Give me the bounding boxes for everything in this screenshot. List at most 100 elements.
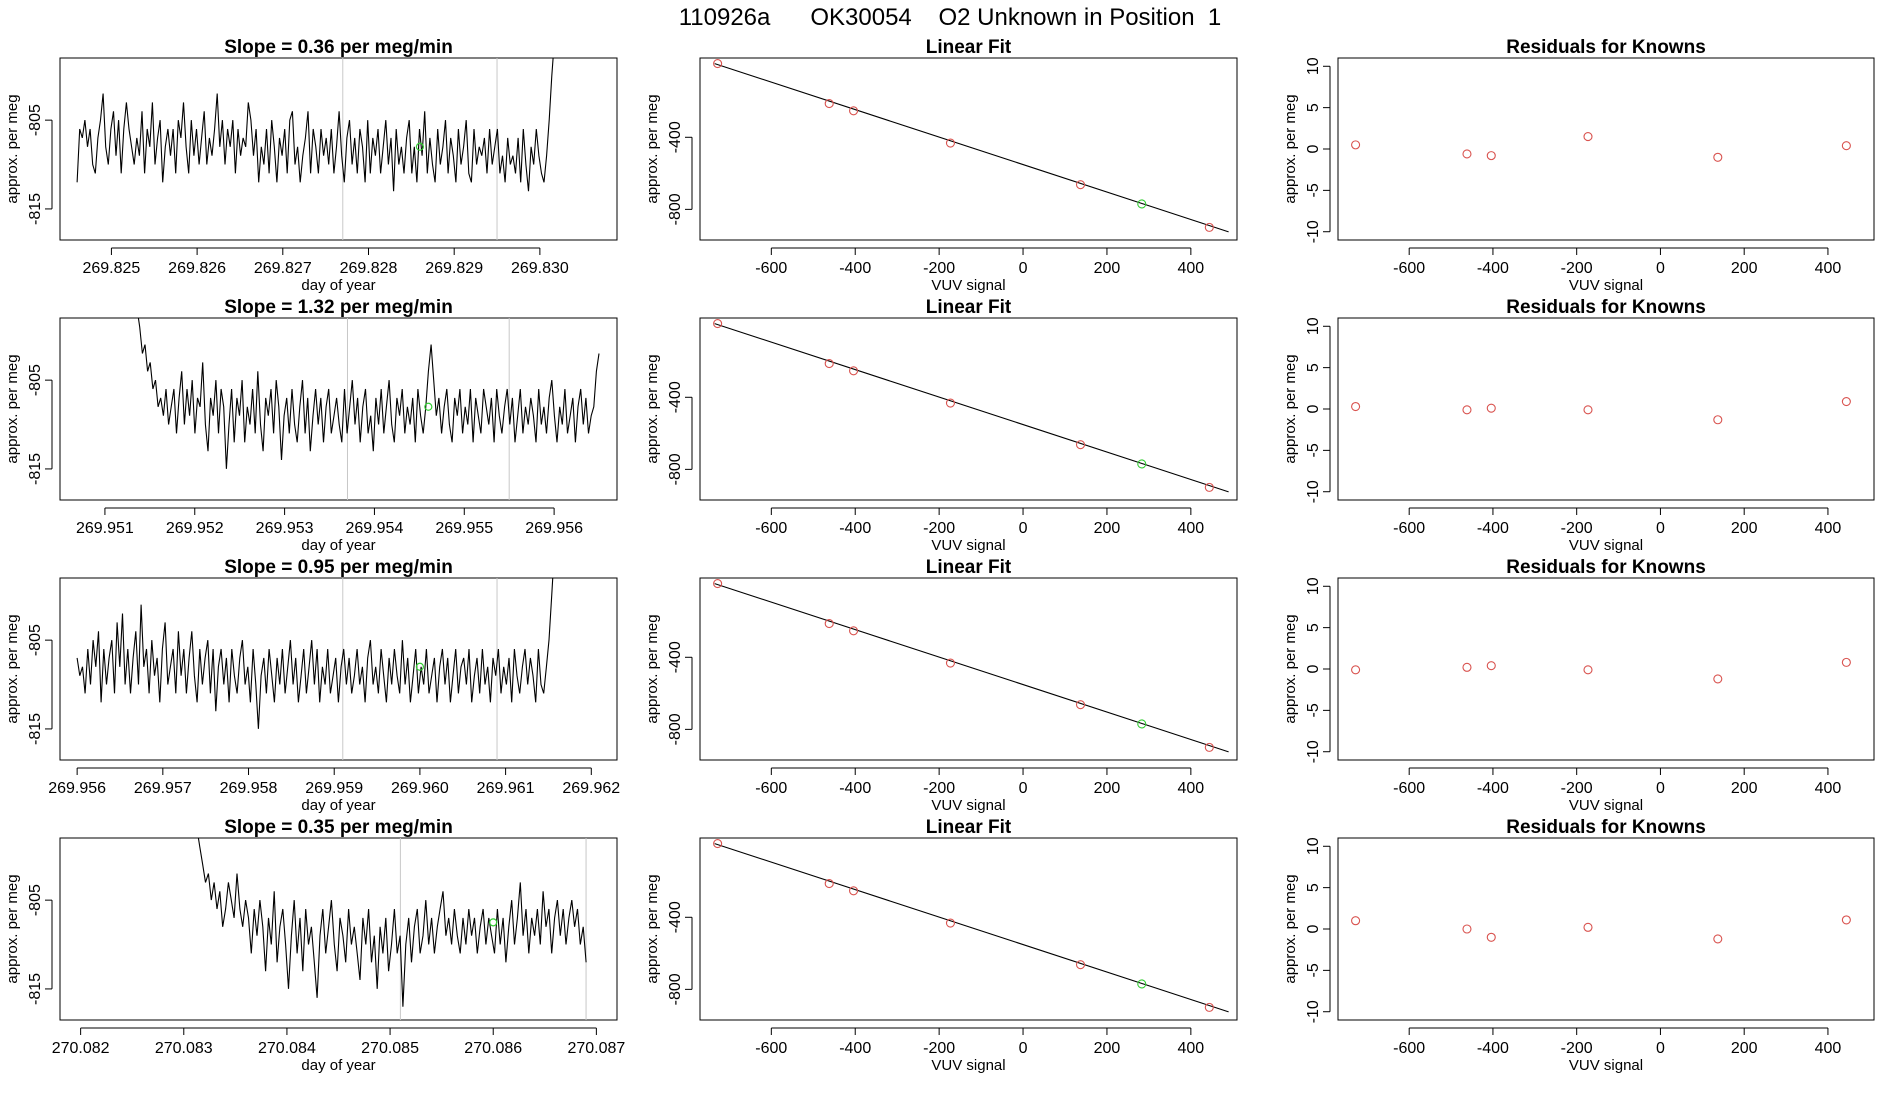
x-tick-label: 269.951 bbox=[76, 520, 134, 537]
known-point bbox=[713, 579, 723, 589]
y-axis: -805 -815 bbox=[27, 624, 53, 745]
x-tick-label: -600 bbox=[1393, 520, 1425, 537]
plot-area bbox=[713, 839, 1229, 1013]
x-axis: -600 -400 -200 0 200 400 bbox=[755, 247, 1205, 277]
known-point bbox=[1204, 222, 1214, 232]
x-tick-label: 400 bbox=[1815, 520, 1842, 537]
figure-title: 110926a OK30054 O2 Unknown in Position 1 bbox=[678, 4, 1222, 31]
x-tick-label: -200 bbox=[923, 1040, 955, 1057]
y-tick-label: -800 bbox=[667, 973, 684, 1005]
x-axis: -600 -400 -200 0 200 400 bbox=[1393, 767, 1842, 797]
x-tick-label: 269.829 bbox=[425, 260, 483, 277]
plot-area bbox=[76, 58, 554, 240]
known-point bbox=[1204, 1002, 1214, 1012]
known-point bbox=[945, 138, 956, 148]
x-tick-label: 200 bbox=[1094, 1040, 1121, 1057]
x-tick-label: -400 bbox=[1477, 780, 1509, 797]
x-axis: -600 -400 -200 0 200 400 bbox=[1393, 507, 1842, 537]
y-tick-label: -5 bbox=[1305, 963, 1322, 977]
x-axis-label: day of year bbox=[301, 1057, 375, 1074]
x-tick-label: 269.960 bbox=[391, 780, 449, 797]
x-tick-label: 400 bbox=[1815, 780, 1842, 797]
fit-line bbox=[714, 63, 1229, 233]
x-axis-label: day of year bbox=[301, 537, 375, 554]
y-tick-label: -815 bbox=[27, 453, 44, 485]
y-axis: 10 5 0 -5 -10 bbox=[1305, 577, 1331, 763]
plot-area bbox=[197, 838, 587, 1020]
x-tick-label: 400 bbox=[1178, 260, 1205, 277]
x-tick-label: -600 bbox=[755, 520, 787, 537]
x-tick-label: 200 bbox=[1731, 520, 1758, 537]
known-point bbox=[1462, 662, 1472, 672]
y-axis-label: approx. per meg bbox=[4, 874, 21, 983]
known-point bbox=[824, 879, 834, 889]
panel-title: Slope = 0.35 per meg/min bbox=[224, 817, 453, 838]
x-tick-label: -600 bbox=[1393, 1040, 1425, 1057]
x-axis-label: VUV signal bbox=[1569, 277, 1643, 294]
plot-frame bbox=[699, 577, 1238, 761]
known-point bbox=[1713, 934, 1723, 944]
y-axis-label: approx. per meg bbox=[4, 614, 21, 723]
y-tick-label: -10 bbox=[1305, 480, 1322, 503]
plot-area bbox=[1351, 397, 1851, 425]
known-point bbox=[1204, 742, 1214, 752]
panel-title: Residuals for Knowns bbox=[1506, 37, 1706, 58]
y-axis-label: approx. per meg bbox=[4, 354, 21, 463]
plot-frame bbox=[59, 57, 618, 241]
x-axis-label: VUV signal bbox=[931, 277, 1005, 294]
x-tick-label: -200 bbox=[1561, 520, 1593, 537]
known-point bbox=[1351, 916, 1361, 926]
y-tick-label: -800 bbox=[667, 713, 684, 745]
known-point bbox=[1583, 132, 1593, 142]
x-axis-label: VUV signal bbox=[931, 797, 1005, 814]
panel-1-3: Residuals for Knowns -600 -400 -200 0 200 400 V… bbox=[1282, 37, 1875, 294]
x-tick-label: 269.827 bbox=[254, 260, 312, 277]
per-meg-trace bbox=[76, 58, 554, 192]
x-tick-label: -600 bbox=[1393, 780, 1425, 797]
known-point bbox=[945, 918, 956, 928]
x-tick-label: 0 bbox=[1019, 1040, 1028, 1057]
x-tick-label: 269.956 bbox=[525, 520, 583, 537]
known-point bbox=[1841, 141, 1851, 151]
y-tick-label: 5 bbox=[1305, 883, 1322, 892]
x-tick-label: 269.954 bbox=[346, 520, 404, 537]
x-tick-label: -400 bbox=[839, 260, 871, 277]
y-tick-label: -10 bbox=[1305, 220, 1322, 243]
panel-title: Residuals for Knowns bbox=[1506, 817, 1706, 838]
y-axis: 10 5 0 -5 -10 bbox=[1305, 57, 1331, 243]
panel-3-3: Residuals for Knowns -600 -400 -200 0 200 400 V… bbox=[1282, 557, 1875, 814]
x-axis-label: day of year bbox=[301, 797, 375, 814]
plot-area bbox=[1351, 915, 1851, 944]
x-tick-label: -600 bbox=[1393, 260, 1425, 277]
plot-area bbox=[713, 319, 1229, 493]
known-point bbox=[1462, 149, 1472, 159]
x-tick-label: 269.828 bbox=[340, 260, 398, 277]
plot-frame bbox=[1337, 317, 1875, 501]
y-tick-label: 0 bbox=[1305, 144, 1322, 153]
y-tick-label: -805 bbox=[27, 624, 44, 656]
x-tick-label: 200 bbox=[1731, 260, 1758, 277]
x-tick-label: 200 bbox=[1094, 520, 1121, 537]
y-axis-label: approx. per meg bbox=[4, 94, 21, 203]
y-tick-label: 10 bbox=[1305, 57, 1322, 75]
x-tick-label: 200 bbox=[1731, 1040, 1758, 1057]
unknown-point bbox=[1137, 459, 1147, 469]
x-tick-label: 0 bbox=[1019, 260, 1028, 277]
known-point bbox=[1075, 180, 1086, 190]
plot-frame bbox=[59, 317, 618, 501]
known-point bbox=[848, 886, 859, 896]
x-tick-label: 269.957 bbox=[134, 780, 192, 797]
x-tick-label: -200 bbox=[1561, 780, 1593, 797]
x-tick-label: -400 bbox=[1477, 260, 1509, 277]
plot-frame bbox=[699, 317, 1238, 501]
y-tick-label: -805 bbox=[27, 884, 44, 916]
plot-area bbox=[1351, 132, 1851, 162]
known-point bbox=[1713, 674, 1723, 684]
y-tick-label: 5 bbox=[1305, 103, 1322, 112]
panel-title: Linear Fit bbox=[926, 557, 1012, 578]
x-tick-label: 269.826 bbox=[168, 260, 226, 277]
y-axis-label: approx. per meg bbox=[1282, 614, 1299, 723]
